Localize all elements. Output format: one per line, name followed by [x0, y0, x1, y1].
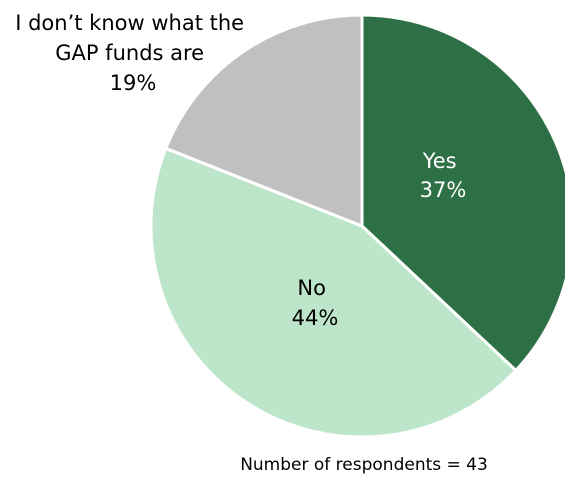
slice-label-dont-know-line-1: I don’t know what the — [15, 11, 244, 35]
pie-slice-yes — [360, 13, 565, 372]
slice-label-no-name: No — [297, 276, 326, 300]
slice-label-yes-name: Yes — [422, 149, 457, 173]
slice-label-yes: Yes 37% — [420, 149, 467, 202]
pie-slice-no — [149, 146, 518, 439]
respondents-footnote: Number of respondents = 43 — [240, 455, 488, 475]
slice-label-yes-value: 37% — [420, 178, 467, 202]
slice-label-dont-know-line-2: GAP funds are — [55, 41, 204, 65]
pie-slices — [149, 13, 565, 439]
slice-label-no-value: 44% — [292, 306, 339, 330]
slice-label-no: No 44% — [292, 276, 339, 330]
slice-label-dont-know: I don’t know what the GAP funds are 19% — [15, 11, 251, 95]
pie-slice-i-don-t-know-what-the-gap-funds-are — [164, 13, 364, 228]
slice-label-dont-know-value: 19% — [110, 71, 157, 95]
